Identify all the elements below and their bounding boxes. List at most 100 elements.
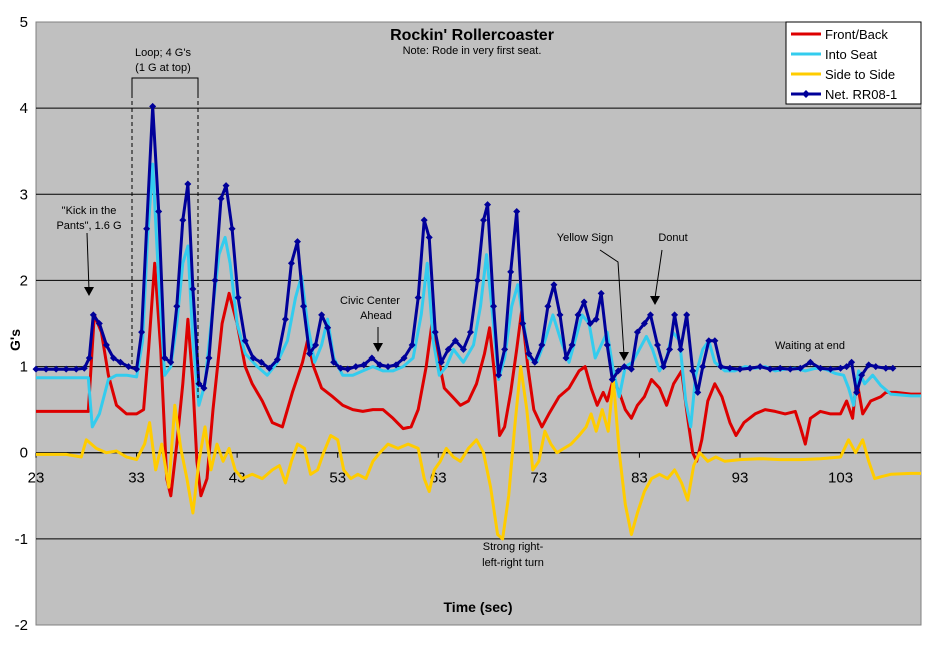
data-point-net-rr08-1 — [143, 225, 151, 233]
legend-marker-net — [802, 90, 810, 98]
legend-label-net: Net. RR08-1 — [825, 87, 897, 102]
legend-label-into-seat: Into Seat — [825, 47, 877, 62]
data-point-net-rr08-1 — [654, 341, 662, 349]
data-point-net-rr08-1 — [392, 361, 400, 369]
data-point-net-rr08-1 — [425, 233, 433, 241]
data-point-net-rr08-1 — [717, 363, 725, 371]
data-point-net-rr08-1 — [480, 216, 488, 224]
data-point-net-rr08-1 — [689, 367, 697, 375]
data-point-net-rr08-1 — [217, 195, 225, 203]
data-point-net-rr08-1 — [796, 364, 804, 372]
y-tick-label: 4 — [20, 100, 28, 117]
data-point-net-rr08-1 — [306, 350, 314, 358]
x-tick-label: 33 — [128, 470, 145, 487]
data-point-net-rr08-1 — [102, 341, 110, 349]
data-point-net-rr08-1 — [550, 281, 558, 289]
kick-arrow-head — [84, 287, 94, 296]
data-point-net-rr08-1 — [640, 320, 648, 327]
data-point-net-rr08-1 — [376, 361, 384, 369]
loop-bracket — [131, 77, 199, 94]
data-point-net-rr08-1 — [513, 208, 521, 216]
kick-annotation-line1: "Kick in the — [62, 205, 117, 217]
data-point-net-rr08-1 — [544, 302, 552, 310]
kick-annotation-line2: Pants", 1.6 G — [56, 220, 121, 232]
data-point-net-rr08-1 — [184, 180, 192, 188]
data-point-net-rr08-1 — [519, 320, 527, 327]
data-point-net-rr08-1 — [633, 328, 641, 336]
data-point-net-rr08-1 — [205, 354, 213, 362]
data-point-net-rr08-1 — [501, 345, 509, 353]
data-point-net-rr08-1 — [287, 259, 295, 267]
x-tick-label: 103 — [828, 470, 853, 487]
legend-label-front-back: Front/Back — [825, 27, 888, 42]
data-point-net-rr08-1 — [95, 320, 103, 327]
data-point-net-rr08-1 — [257, 358, 265, 366]
data-point-net-rr08-1 — [384, 363, 392, 371]
data-point-net-rr08-1 — [85, 354, 93, 362]
data-point-net-rr08-1 — [265, 364, 273, 372]
x-tick-labels: 23 33 43 53 63 73 83 93 103 — [28, 470, 853, 487]
data-point-net-rr08-1 — [133, 365, 141, 373]
x-tick-label: 53 — [329, 470, 346, 487]
data-point-net-rr08-1 — [466, 328, 474, 336]
data-point-net-rr08-1 — [437, 358, 445, 366]
data-point-net-rr08-1 — [562, 354, 570, 362]
data-point-net-rr08-1 — [344, 365, 352, 373]
data-point-net-rr08-1 — [711, 337, 719, 345]
data-point-net-rr08-1 — [525, 350, 533, 358]
data-point-net-rr08-1 — [89, 311, 97, 319]
data-point-net-rr08-1 — [660, 363, 668, 371]
data-point-net-rr08-1 — [337, 364, 345, 372]
y-tick-label: 3 — [20, 186, 28, 203]
data-point-net-rr08-1 — [592, 315, 600, 323]
legend: Front/Back Into Seat Side to Side Net. R… — [785, 21, 922, 105]
data-point-net-rr08-1 — [705, 337, 713, 345]
data-point-net-rr08-1 — [400, 354, 408, 362]
data-point-net-rr08-1 — [580, 298, 588, 306]
data-point-net-rr08-1 — [699, 363, 707, 371]
data-point-net-rr08-1 — [756, 363, 764, 371]
data-point-net-rr08-1 — [324, 324, 332, 332]
data-point-net-rr08-1 — [189, 285, 197, 293]
data-point-net-rr08-1 — [72, 365, 80, 373]
data-point-net-rr08-1 — [234, 294, 242, 302]
x-tick-label: 43 — [229, 470, 246, 487]
data-point-net-rr08-1 — [149, 102, 157, 110]
data-point-net-rr08-1 — [420, 216, 428, 224]
data-point-net-rr08-1 — [865, 361, 873, 369]
legend-box — [785, 21, 922, 105]
data-point-net-rr08-1 — [853, 388, 861, 396]
data-point-net-rr08-1 — [608, 375, 616, 383]
data-point-net-rr08-1 — [556, 311, 564, 319]
data-point-net-rr08-1 — [507, 268, 515, 276]
data-point-net-rr08-1 — [484, 201, 492, 209]
data-point-net-rr08-1 — [431, 328, 439, 336]
data-point-net-rr08-1 — [249, 354, 257, 362]
data-point-net-rr08-1 — [52, 365, 60, 373]
data-point-net-rr08-1 — [671, 311, 679, 319]
data-point-net-rr08-1 — [179, 216, 187, 224]
x-tick-label: 93 — [732, 470, 749, 487]
data-point-net-rr08-1 — [597, 289, 605, 297]
data-point-net-rr08-1 — [473, 276, 481, 284]
data-point-net-rr08-1 — [109, 354, 117, 362]
data-point-net-rr08-1 — [318, 311, 326, 319]
chart-subtitle: Note: Rode in very first seat. — [403, 45, 542, 57]
data-point-net-rr08-1 — [42, 365, 50, 373]
y-axis-label: G's — [7, 329, 23, 351]
y-tick-label: -2 — [15, 617, 28, 634]
donut-arrow-head — [650, 296, 660, 305]
y-tick-label: 1 — [20, 359, 28, 376]
loop-annotation-line2: (1 G at top) — [135, 62, 191, 74]
legend-label-side-to-side: Side to Side — [825, 67, 895, 82]
data-point-net-rr08-1 — [352, 363, 360, 371]
data-point-net-rr08-1 — [211, 276, 219, 284]
data-point-net-rr08-1 — [776, 364, 784, 372]
series-line-side-to-side — [36, 365, 921, 541]
kick-arrow-line — [86, 232, 90, 291]
data-point-net-rr08-1 — [538, 341, 546, 349]
y-tick-labels: -2 -1 0 1 2 3 4 5 — [15, 14, 28, 634]
data-point-net-rr08-1 — [574, 311, 582, 319]
data-point-net-rr08-1 — [586, 320, 594, 327]
data-point-net-rr08-1 — [646, 311, 654, 319]
